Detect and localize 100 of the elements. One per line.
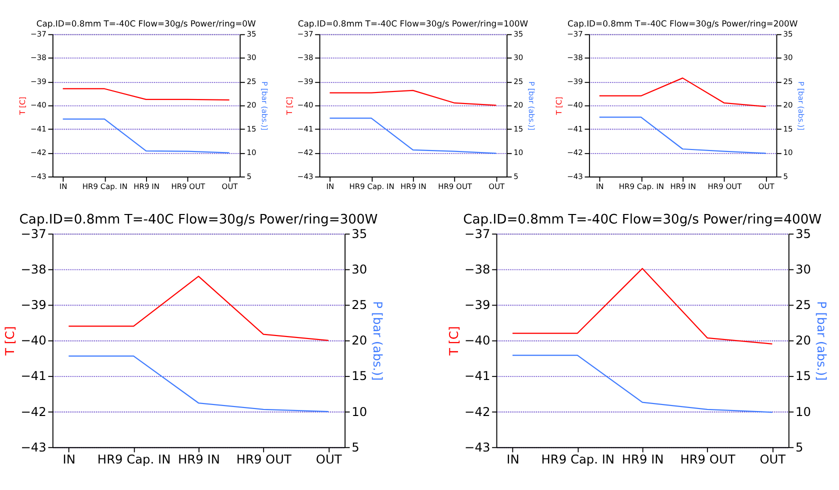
y-tick-label: −41	[30, 124, 47, 134]
chart-title: Cap.ID=0.8mm T=-40C Flow=30g/s Power/ring=100W	[298, 18, 529, 29]
x-tick-label: HR9 IN	[178, 452, 220, 467]
y2-tick-label: 15	[514, 124, 524, 134]
x-tick-label: OUT	[758, 182, 775, 192]
y-tick-label: −42	[297, 148, 314, 158]
y-tick-label: −43	[464, 440, 490, 454]
y2-axis-title: P [bar (abs.)]	[796, 81, 806, 130]
y2-tick-label: 10	[783, 148, 794, 158]
y2-tick-label: 25	[783, 76, 794, 86]
y-tick-label: −37	[297, 30, 314, 39]
x-tick-label: OUT	[316, 452, 342, 467]
y2-tick-label: 20	[352, 334, 368, 348]
y2-tick-label: 35	[246, 30, 256, 39]
y-tick-label: −41	[20, 369, 46, 384]
y2-tick-label: 20	[783, 100, 794, 110]
y2-tick-label: 35	[514, 30, 524, 39]
y-tick-label: −40	[20, 334, 46, 348]
y2-tick-label: 30	[246, 53, 256, 62]
line-series	[329, 90, 497, 106]
y2-tick-label: 25	[352, 298, 368, 312]
line-series	[512, 354, 773, 413]
y-tick-label: −38	[297, 53, 314, 62]
x-tick-label: HR9 Cap. IN	[82, 182, 128, 192]
y-tick-label: −37	[30, 30, 47, 39]
y-tick-label: −43	[30, 172, 47, 181]
y-tick-label: −40	[464, 334, 490, 348]
y2-tick-label: 25	[514, 76, 524, 86]
y2-tick-label: 10	[514, 148, 524, 158]
y2-axis-title: P [bar (abs.)]	[260, 81, 269, 130]
line-series	[512, 268, 773, 345]
y2-tick-label: 15	[246, 124, 256, 134]
line-series	[329, 118, 497, 154]
x-tick-label: HR9 OUT	[171, 182, 206, 192]
y-tick-label: −40	[297, 100, 314, 110]
y2-tick-label: 20	[514, 100, 524, 110]
x-tick-label: OUT	[488, 182, 506, 192]
y-tick-label: −42	[30, 148, 47, 158]
y2-tick-label: 35	[783, 30, 794, 39]
y2-tick-label: 20	[246, 100, 256, 110]
y2-tick-label: 10	[795, 404, 811, 419]
y2-tick-label: 10	[352, 404, 368, 419]
y2-tick-label: 35	[795, 226, 811, 241]
y-tick-label: −41	[567, 124, 584, 134]
y2-axis-title: P [bar (abs.)]	[526, 81, 536, 130]
y-axis-title: T [C]	[554, 96, 564, 116]
y2-tick-label: 30	[783, 53, 794, 62]
x-tick-label: IN	[62, 452, 76, 467]
y2-tick-label: 15	[795, 369, 811, 384]
y-tick-label: −40	[567, 100, 584, 110]
x-tick-label: HR9 IN	[670, 182, 696, 192]
x-tick-label: IN	[506, 452, 520, 467]
y-tick-label: −38	[464, 262, 490, 276]
y2-axis-title: P [bar (abs.)]	[370, 301, 385, 381]
y2-tick-label: 20	[795, 334, 811, 348]
y-tick-label: −43	[567, 172, 584, 181]
x-tick-label: HR9 IN	[400, 182, 426, 192]
y-tick-label: −38	[567, 53, 584, 62]
y-tick-label: −37	[20, 226, 46, 241]
y-tick-label: −41	[297, 124, 314, 134]
x-tick-label: IN	[326, 182, 334, 192]
y-tick-label: −43	[20, 440, 46, 454]
y-tick-label: −39	[567, 76, 584, 86]
y-tick-label: −42	[464, 404, 490, 419]
line-series	[68, 276, 329, 341]
y-axis-title: T [C]	[446, 326, 461, 356]
y2-tick-label: 30	[352, 262, 368, 276]
y2-tick-label: 5	[352, 440, 360, 454]
y-axis-title: T [C]	[284, 96, 294, 116]
y2-tick-label: 10	[246, 148, 256, 158]
y2-tick-label: 30	[795, 262, 811, 276]
chart-title: Cap.ID=0.8mm T=-40C Flow=30g/s Power/ring=400W	[463, 212, 822, 228]
x-tick-label: HR9 OUT	[708, 182, 742, 192]
y2-tick-label: 5	[246, 172, 252, 181]
y2-tick-label: 5	[795, 440, 804, 454]
y-tick-label: −40	[30, 100, 47, 110]
x-tick-label: HR9 IN	[134, 182, 160, 192]
y-tick-label: −39	[20, 298, 46, 312]
x-tick-label: IN	[596, 182, 604, 192]
y2-tick-label: 5	[514, 172, 519, 181]
y-tick-label: −42	[20, 404, 46, 419]
y-tick-label: −38	[20, 262, 46, 276]
y-tick-label: −38	[30, 53, 47, 62]
y-tick-label: −39	[297, 76, 314, 86]
chart-title: Cap.ID=0.8mm T=-40C Flow=30g/s Power/ring=200W	[568, 18, 798, 29]
y2-tick-label: 35	[352, 226, 368, 241]
x-tick-label: HR9 Cap. IN	[541, 452, 615, 467]
x-tick-label: HR9 IN	[622, 452, 664, 467]
y2-tick-label: 15	[783, 124, 794, 134]
y-tick-label: −37	[567, 30, 584, 39]
x-tick-label: IN	[59, 182, 68, 192]
y2-tick-label: 15	[352, 369, 368, 384]
y2-tick-label: 30	[514, 53, 524, 62]
y-axis-title: T [C]	[18, 96, 27, 116]
y-tick-label: −37	[464, 226, 490, 241]
x-tick-label: HR9 Cap. IN	[349, 182, 394, 192]
x-tick-label: HR9 OUT	[680, 452, 736, 467]
x-tick-label: OUT	[760, 452, 786, 467]
y2-tick-label: 25	[795, 298, 811, 312]
x-tick-label: HR9 OUT	[438, 182, 472, 192]
